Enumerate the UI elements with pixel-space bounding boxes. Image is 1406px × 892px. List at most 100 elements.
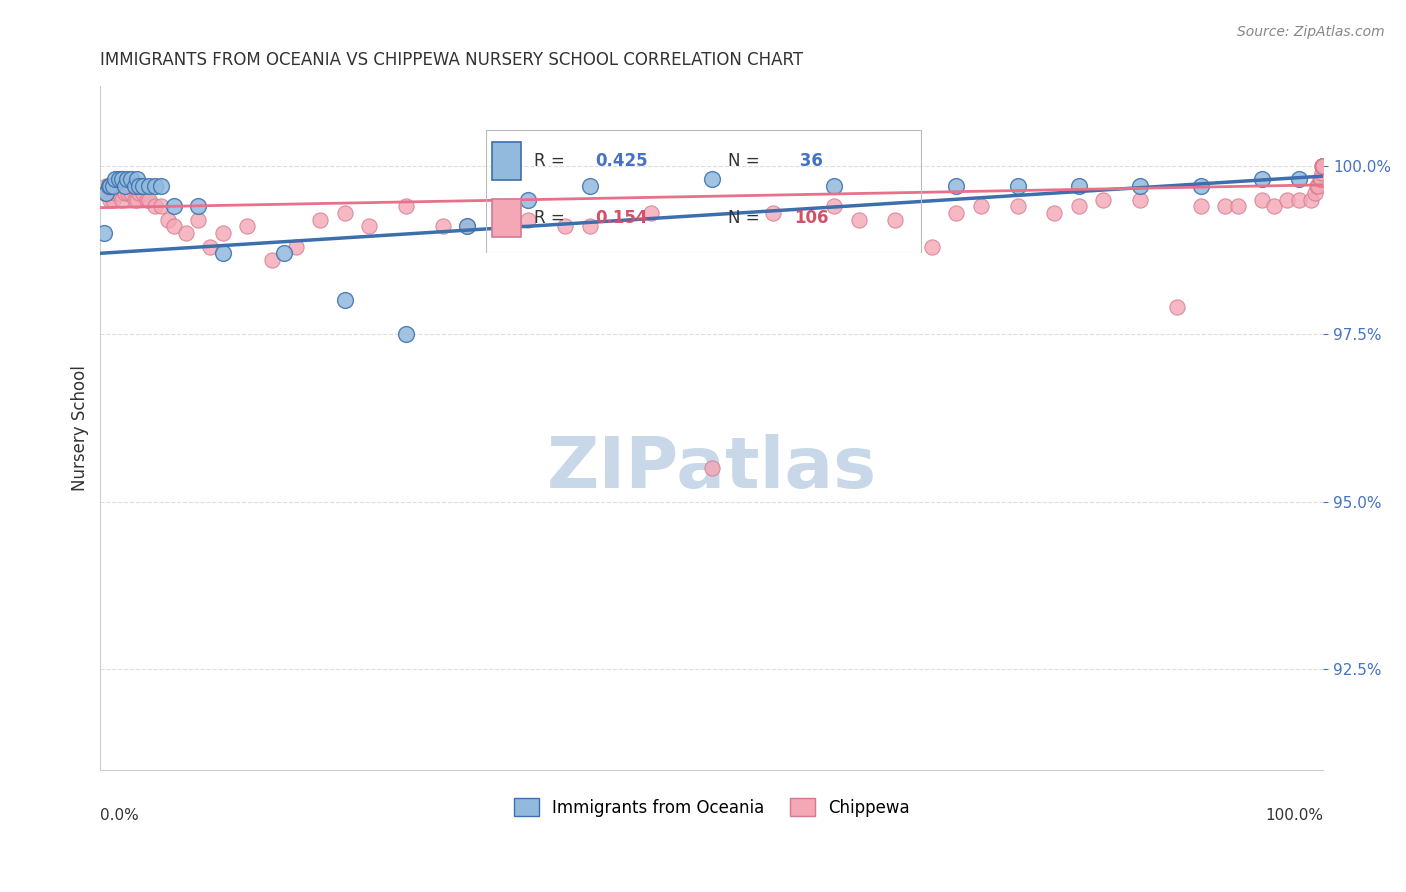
Point [395,326,418,341]
Point [145,199,167,213]
Point [1312,159,1334,173]
Point [762,206,785,220]
Point [117,186,139,200]
Point [1288,193,1310,207]
Point [456,219,478,234]
Point [1312,159,1334,173]
Point [945,206,967,220]
Point [1067,199,1090,213]
Point [1251,193,1274,207]
Point [138,179,160,194]
Point [1275,193,1298,207]
Point [1043,206,1066,220]
Point [1092,193,1115,207]
Point [101,179,124,194]
Point [1312,159,1334,173]
Point [150,179,173,194]
Point [1312,159,1334,173]
Point [1312,159,1334,173]
Point [456,219,478,234]
Point [187,212,209,227]
Point [96,186,118,200]
Point [700,461,723,475]
Point [187,199,209,213]
Point [1312,159,1334,173]
Point [150,199,173,213]
Point [1312,159,1334,173]
Point [333,293,356,308]
Point [174,226,197,240]
Point [1312,159,1334,173]
Point [1312,159,1334,173]
Point [138,193,160,207]
Point [945,179,967,194]
Point [163,199,186,213]
Point [156,212,179,227]
Point [1007,199,1029,213]
Point [211,246,233,260]
Point [1312,159,1334,173]
Point [107,172,129,186]
Point [111,193,134,207]
Point [273,246,295,260]
Point [1251,172,1274,186]
Point [517,212,540,227]
Point [1299,193,1322,207]
Point [1312,159,1334,173]
Point [236,219,259,234]
Point [120,172,142,186]
Point [124,179,146,194]
Point [1312,159,1334,173]
Point [1312,159,1334,173]
Point [1067,179,1090,194]
Point [1312,159,1334,173]
Point [578,179,600,194]
Point [884,212,907,227]
Point [128,179,150,194]
Point [700,172,723,186]
Legend: Immigrants from Oceania, Chippewa: Immigrants from Oceania, Chippewa [508,792,917,823]
Point [260,252,283,267]
Point [1303,186,1326,200]
Point [1189,199,1212,213]
Point [104,186,127,200]
Point [114,179,136,194]
Point [93,226,115,240]
Point [359,219,381,234]
Point [117,172,139,186]
Point [823,199,845,213]
Point [578,219,600,234]
Point [101,193,124,207]
Text: ZIPatlas: ZIPatlas [547,434,877,503]
Point [1312,159,1334,173]
Point [1312,159,1334,173]
Point [921,239,943,253]
Point [1312,159,1334,173]
Y-axis label: Nursery School: Nursery School [72,365,89,491]
Point [1306,179,1329,194]
Point [1312,159,1334,173]
Point [1312,159,1334,173]
Point [1288,172,1310,186]
Point [1007,179,1029,194]
Point [1312,159,1334,173]
Point [1312,159,1334,173]
Point [333,206,356,220]
Point [1215,199,1237,213]
Point [98,193,121,207]
Point [848,212,870,227]
Point [1312,159,1334,173]
Point [1312,159,1334,173]
Point [132,186,155,200]
Point [432,219,454,234]
Point [1312,159,1334,173]
Point [1310,159,1333,173]
Point [1309,172,1331,186]
Point [104,172,127,186]
Point [1166,300,1188,314]
Text: IMMIGRANTS FROM OCEANIA VS CHIPPEWA NURSERY SCHOOL CORRELATION CHART: IMMIGRANTS FROM OCEANIA VS CHIPPEWA NURS… [100,51,803,69]
Point [1189,179,1212,194]
Point [1312,159,1334,173]
Point [1129,179,1152,194]
Point [1312,159,1334,173]
